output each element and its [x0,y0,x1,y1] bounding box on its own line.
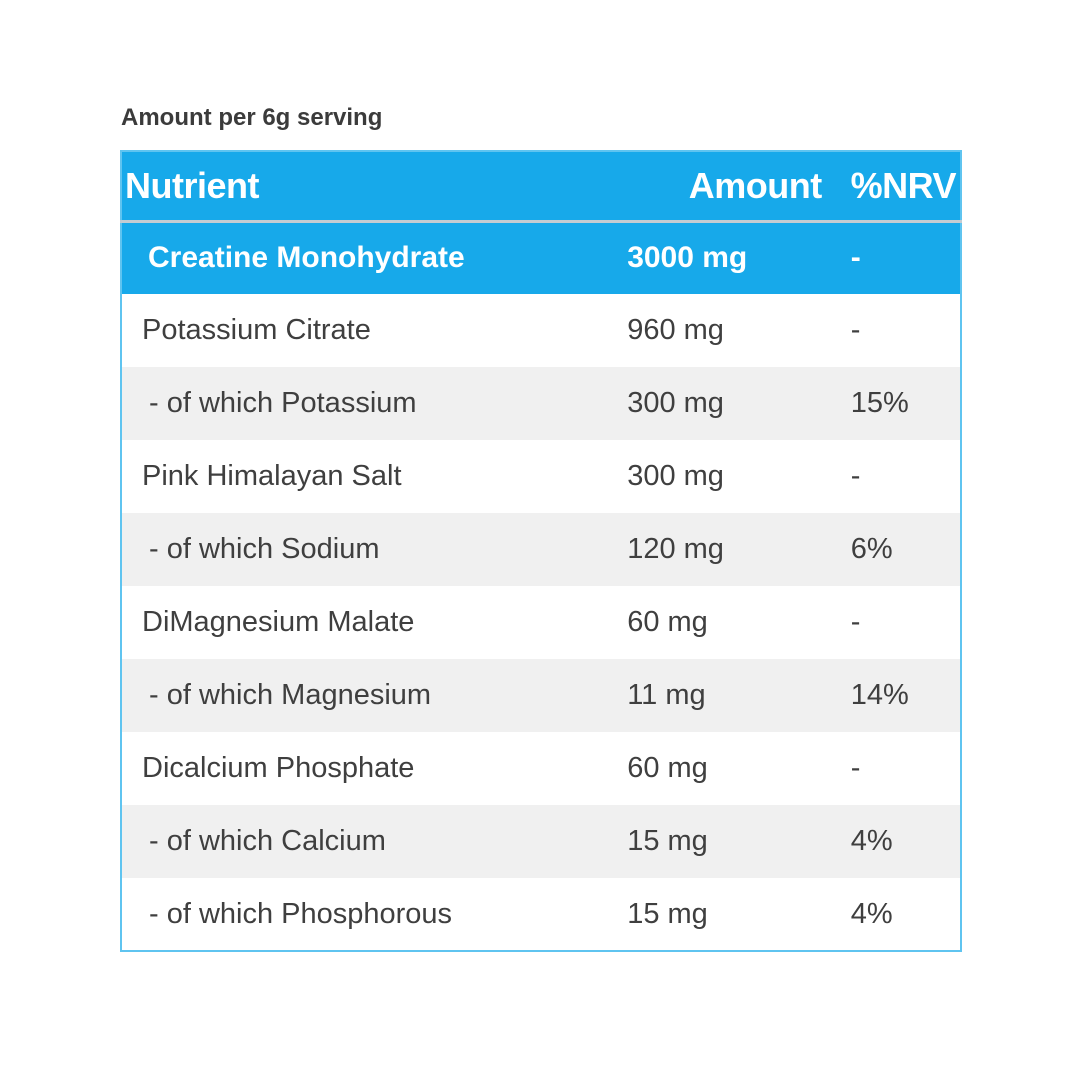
table-row-sub: - of which Sodium 120 mg 6% [121,513,961,586]
nutrient-cell: - of which Sodium [149,533,380,565]
nutrient-cell: Pink Himalayan Salt [142,460,402,492]
amount-cell: 60 mg [627,752,708,784]
nrv-cell: 15% [850,387,909,419]
nrv-cell: 6% [850,533,893,565]
nutrient-cell: Creatine Monohydrate [148,241,465,275]
nutrition-table: Nutrient Amount %NRV Creatine Monohydrat… [120,150,962,952]
nrv-cell: - [850,241,861,275]
table-row-creatine-highlight: Creatine Monohydrate 3000 mg - [121,221,961,294]
amount-cell: 15 mg [627,825,708,857]
nrv-cell: 14% [850,679,909,711]
table-row: Pink Himalayan Salt 300 mg - [121,440,961,513]
table-row: Potassium Citrate 960 mg - [121,294,961,367]
serving-caption: Amount per 6g serving [121,104,383,131]
nutrient-cell: - of which Potassium [149,387,417,419]
header-nrv: %NRV [850,164,957,206]
nrv-cell: - [850,460,861,492]
nrv-cell: - [850,314,861,346]
nrv-cell: 4% [850,825,893,857]
nrv-cell: - [850,752,861,784]
amount-cell: 11 mg [627,679,706,711]
amount-cell: 60 mg [627,606,708,638]
nutrient-cell: - of which Calcium [149,825,386,857]
amount-cell: 3000 mg [627,241,748,275]
amount-cell: 15 mg [627,897,708,930]
nutrient-cell: - of which Magnesium [149,679,432,711]
header-nutrient: Nutrient [125,164,260,206]
table-row-sub: - of which Magnesium 11 mg 14% [121,659,961,732]
table-row: Dicalcium Phosphate 60 mg - [121,732,961,805]
amount-cell: 300 mg [627,387,724,419]
header-amount: Amount [688,164,822,206]
table-row-sub: - of which Phosphorous 15 mg 4% [121,878,961,951]
nutrient-cell: - of which Phosphorous [149,897,453,930]
nutrient-cell: Potassium Citrate [142,314,371,346]
table-row-sub: - of which Calcium 15 mg 4% [121,805,961,878]
nutrient-cell: Dicalcium Phosphate [142,752,415,784]
nutrient-cell: DiMagnesium Malate [142,606,415,638]
amount-cell: 300 mg [627,460,724,492]
table-header-row: Nutrient Amount %NRV [121,151,961,221]
nrv-cell: 4% [850,897,893,930]
amount-cell: 960 mg [627,314,724,346]
amount-cell: 120 mg [627,533,724,565]
nrv-cell: - [850,606,861,638]
table-row: DiMagnesium Malate 60 mg - [121,586,961,659]
table-row-sub: - of which Potassium 300 mg 15% [121,367,961,440]
